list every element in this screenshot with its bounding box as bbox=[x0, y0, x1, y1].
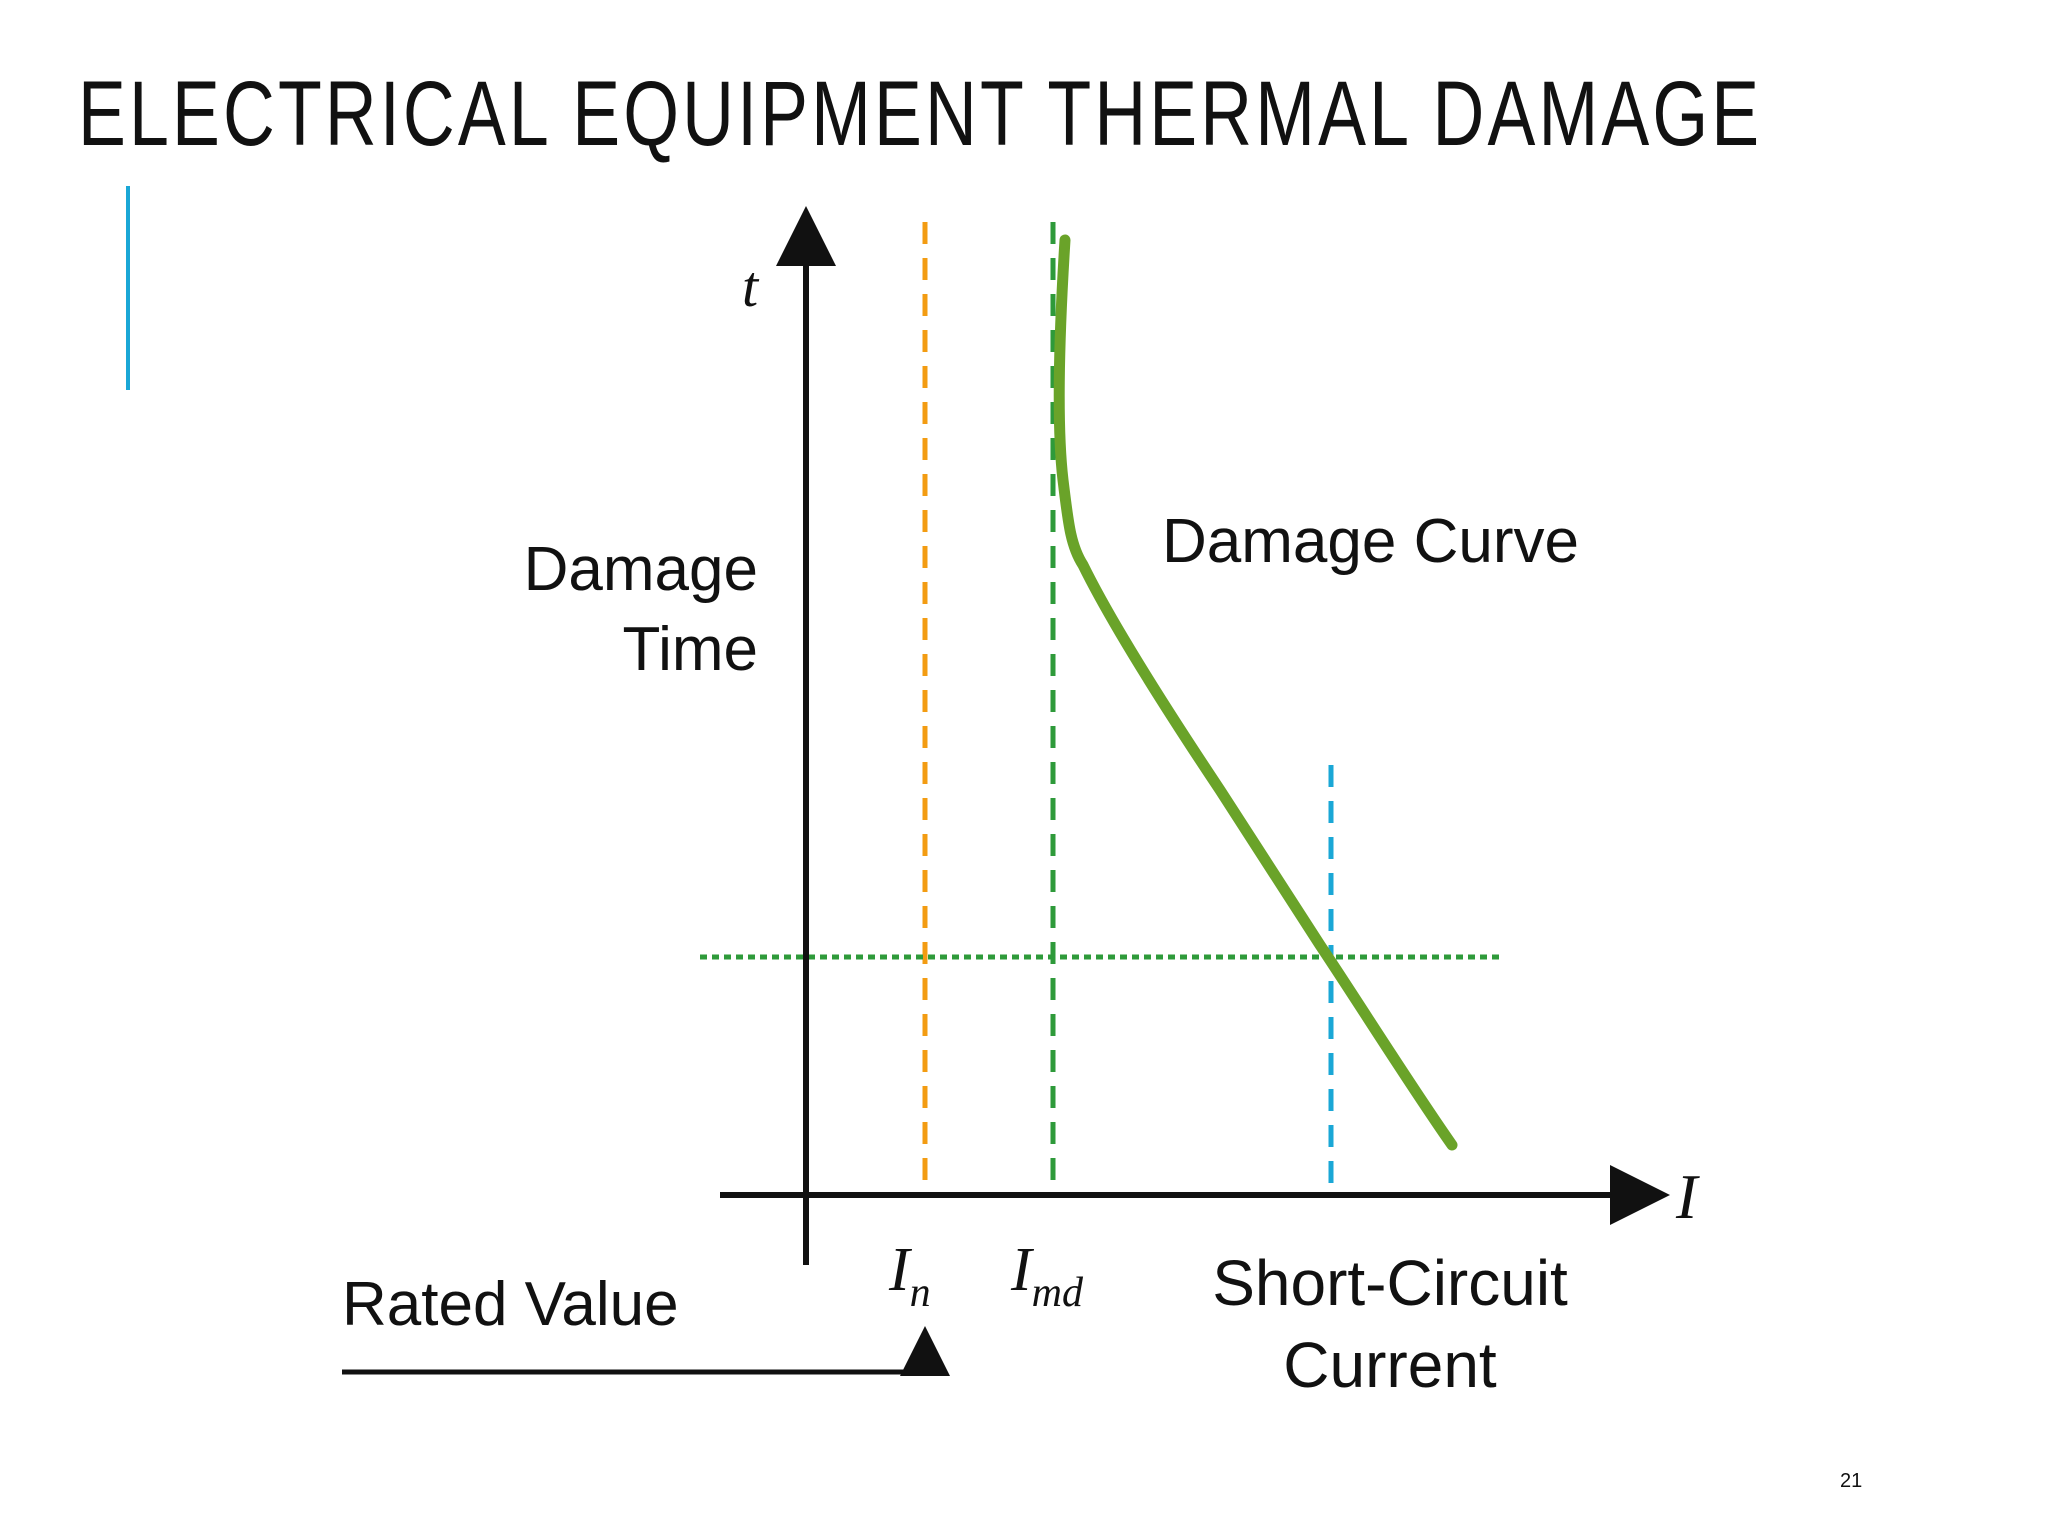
damage-curve bbox=[1053, 234, 1458, 1151]
damage-curve-label: Damage Curve bbox=[1162, 507, 1579, 576]
slide-title: ELECTRICAL EQUIPMENT THERMAL DAMAGE bbox=[78, 63, 1763, 165]
rated-value-label: Rated Value bbox=[342, 1270, 679, 1339]
minimum-damage-current-symbol: Imd bbox=[1010, 1236, 1084, 1316]
damage-time-label-line1: Damage bbox=[524, 535, 758, 604]
rated-current-symbol: In bbox=[888, 1236, 931, 1316]
title-accent-bar bbox=[126, 186, 130, 390]
y-axis-label: t bbox=[742, 254, 760, 319]
short-circuit-label-line2: Current bbox=[1283, 1329, 1497, 1401]
x-axis-label: I bbox=[1675, 1161, 1700, 1232]
damage-time-label-line2: Time bbox=[623, 615, 758, 684]
rated-value-connector bbox=[342, 1326, 950, 1376]
page-number: 21 bbox=[1840, 1470, 1863, 1492]
short-circuit-label-line1: Short-Circuit bbox=[1212, 1247, 1568, 1319]
